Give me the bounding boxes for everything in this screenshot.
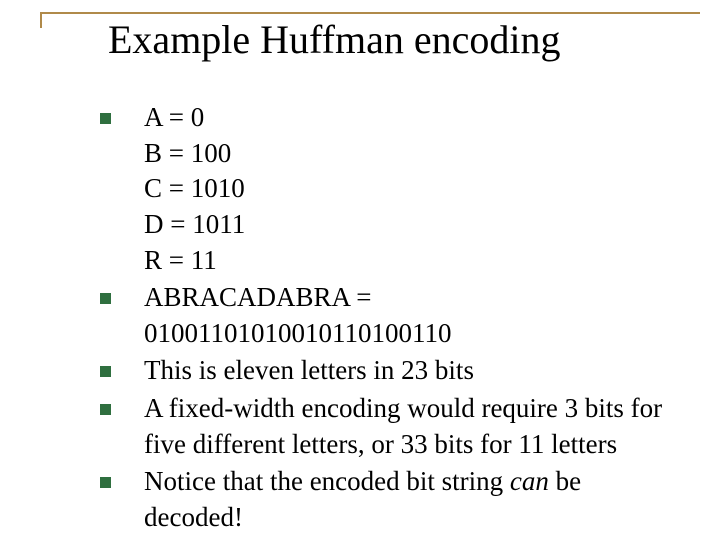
bullet-icon	[100, 113, 111, 124]
slide: Example Huffman encoding A = 0 B = 100 C…	[0, 0, 720, 540]
item-text: A fixed-width encoding would require 3 b…	[144, 393, 662, 459]
slide-body: A = 0 B = 100 C = 1010 D = 1011 R = 11 A…	[100, 100, 680, 538]
list-item: Notice that the encoded bit string can b…	[100, 464, 680, 535]
item-text-pre: Notice that the encoded bit string	[144, 466, 510, 496]
code-line: C = 1010	[144, 171, 680, 207]
code-line: B = 100	[144, 136, 680, 172]
list-item: A fixed-width encoding would require 3 b…	[100, 391, 680, 462]
item-text: ABRACADABRA = 01001101010010110100110	[144, 282, 452, 348]
code-line: D = 1011	[144, 207, 680, 243]
bullet-icon	[100, 293, 111, 304]
bullet-icon	[100, 477, 111, 488]
bullet-icon	[100, 366, 111, 377]
code-line: A = 0	[144, 100, 680, 136]
item-text-em: can	[510, 466, 549, 496]
list-item: This is eleven letters in 23 bits	[100, 353, 680, 389]
code-block: A = 0 B = 100 C = 1010 D = 1011 R = 11	[100, 100, 680, 278]
bullet-icon	[100, 404, 111, 415]
title-rule-tick	[40, 14, 42, 28]
slide-title: Example Huffman encoding	[108, 18, 560, 62]
item-text: This is eleven letters in 23 bits	[144, 355, 474, 385]
code-line: R = 11	[144, 243, 680, 279]
title-rule	[40, 12, 700, 14]
list-item: ABRACADABRA = 01001101010010110100110	[100, 280, 680, 351]
